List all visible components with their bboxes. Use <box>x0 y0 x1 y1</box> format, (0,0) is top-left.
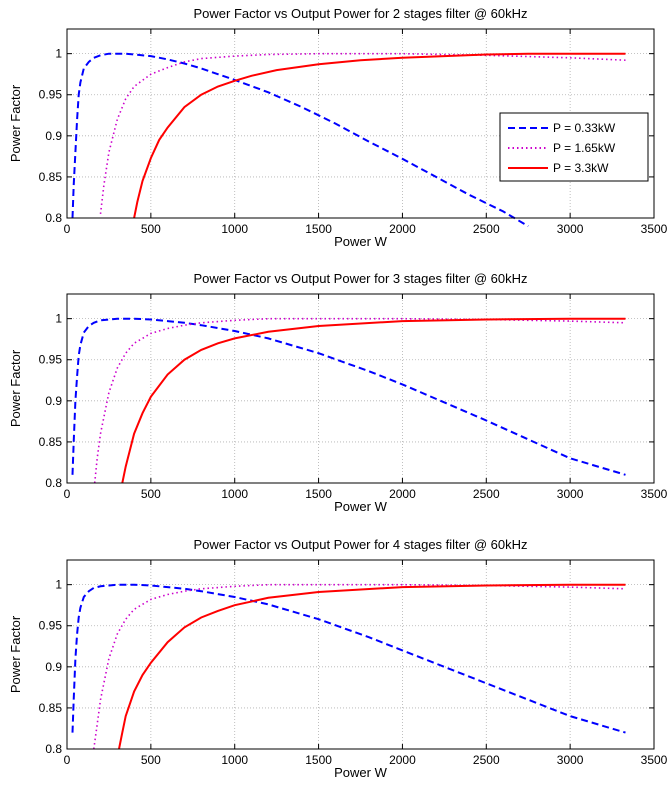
x-tick-label: 1000 <box>221 487 248 501</box>
plot-area <box>67 560 654 749</box>
legend-label: P = 1.65kW <box>553 141 616 155</box>
x-axis-label: Power W <box>334 234 387 249</box>
chart-title: Power Factor vs Output Power for 2 stage… <box>194 6 528 21</box>
x-tick-label: 1000 <box>221 753 248 767</box>
x-tick-label: 3500 <box>641 222 668 236</box>
chart-panel-3: 0 500 1000 1500 2000 2500 3000 3500 0.8 0.85 0.9 0.… <box>8 537 668 780</box>
x-tick-label: 3000 <box>557 753 584 767</box>
x-tick-label: 1500 <box>305 753 332 767</box>
y-tick-label: 0.9 <box>45 394 62 408</box>
y-tick-label: 0.85 <box>39 701 63 715</box>
x-tick-label: 2000 <box>389 222 416 236</box>
x-tick-label: 3000 <box>557 222 584 236</box>
y-tick-label: 0.95 <box>39 353 63 367</box>
chart-title: Power Factor vs Output Power for 3 stage… <box>194 271 528 286</box>
x-tick-label: 1000 <box>221 222 248 236</box>
plot-area <box>67 294 654 483</box>
y-tick-label: 0.85 <box>39 435 63 449</box>
series-line-2 <box>99 52 626 214</box>
x-axis-label: Power W <box>334 499 387 514</box>
x-tick-label: 2000 <box>389 487 416 501</box>
y-tick-label: 0.8 <box>45 211 62 225</box>
legend-label: P = 3.3kW <box>553 161 609 175</box>
legend: P = 0.33kW P = 1.65kW P = 3.3kW <box>499 112 649 182</box>
series-line-1 <box>71 52 529 228</box>
series-line-1 <box>71 317 626 476</box>
x-tick-label: 3000 <box>557 487 584 501</box>
x-tick-label: 1500 <box>305 487 332 501</box>
chart-panel-1: 0 500 1000 1500 2000 2500 3000 3500 0.8 0.85 0.9 0.… <box>8 6 668 249</box>
x-tick-label: 500 <box>141 487 161 501</box>
x-tick-label: 0 <box>64 222 71 236</box>
x-tick-label: 3500 <box>641 753 668 767</box>
x-tick-label: 2500 <box>473 487 500 501</box>
y-tick-label: 0.8 <box>45 742 62 756</box>
series-line-3 <box>118 583 626 750</box>
axes-frame <box>66 28 655 219</box>
y-axis-label: Power Factor <box>8 84 23 162</box>
x-tick-label: 1500 <box>305 222 332 236</box>
axes-frame <box>66 559 655 750</box>
x-tick-label: 2500 <box>473 222 500 236</box>
legend-label: P = 0.33kW <box>553 121 616 135</box>
y-axis-label: Power Factor <box>8 615 23 693</box>
x-tick-label: 2000 <box>389 753 416 767</box>
x-axis-label: Power W <box>334 765 387 780</box>
y-tick-label: 0.9 <box>45 660 62 674</box>
axes-frame <box>66 293 655 484</box>
series-line-1 <box>71 583 626 734</box>
y-tick-label: 1 <box>55 312 62 326</box>
series-line-3 <box>121 317 626 484</box>
y-tick-label: 0.95 <box>39 619 63 633</box>
y-tick-label: 1 <box>55 47 62 61</box>
x-tick-label: 500 <box>141 753 161 767</box>
y-tick-label: 0.85 <box>39 170 63 184</box>
x-tick-label: 0 <box>64 753 71 767</box>
y-tick-label: 0.9 <box>45 129 62 143</box>
legend-box <box>499 112 649 182</box>
x-tick-label: 500 <box>141 222 161 236</box>
y-axis-label: Power Factor <box>8 349 23 427</box>
x-tick-label: 3500 <box>641 487 668 501</box>
y-tick-label: 1 <box>55 578 62 592</box>
y-tick-label: 0.8 <box>45 476 62 490</box>
chart-panel-2: 0 500 1000 1500 2000 2500 3000 3500 0.8 0.85 0.9 0.… <box>8 271 668 514</box>
series-line-3 <box>133 52 626 219</box>
x-tick-label: 0 <box>64 487 71 501</box>
chart-title: Power Factor vs Output Power for 4 stage… <box>194 537 528 552</box>
y-tick-label: 0.95 <box>39 88 63 102</box>
x-tick-label: 2500 <box>473 753 500 767</box>
